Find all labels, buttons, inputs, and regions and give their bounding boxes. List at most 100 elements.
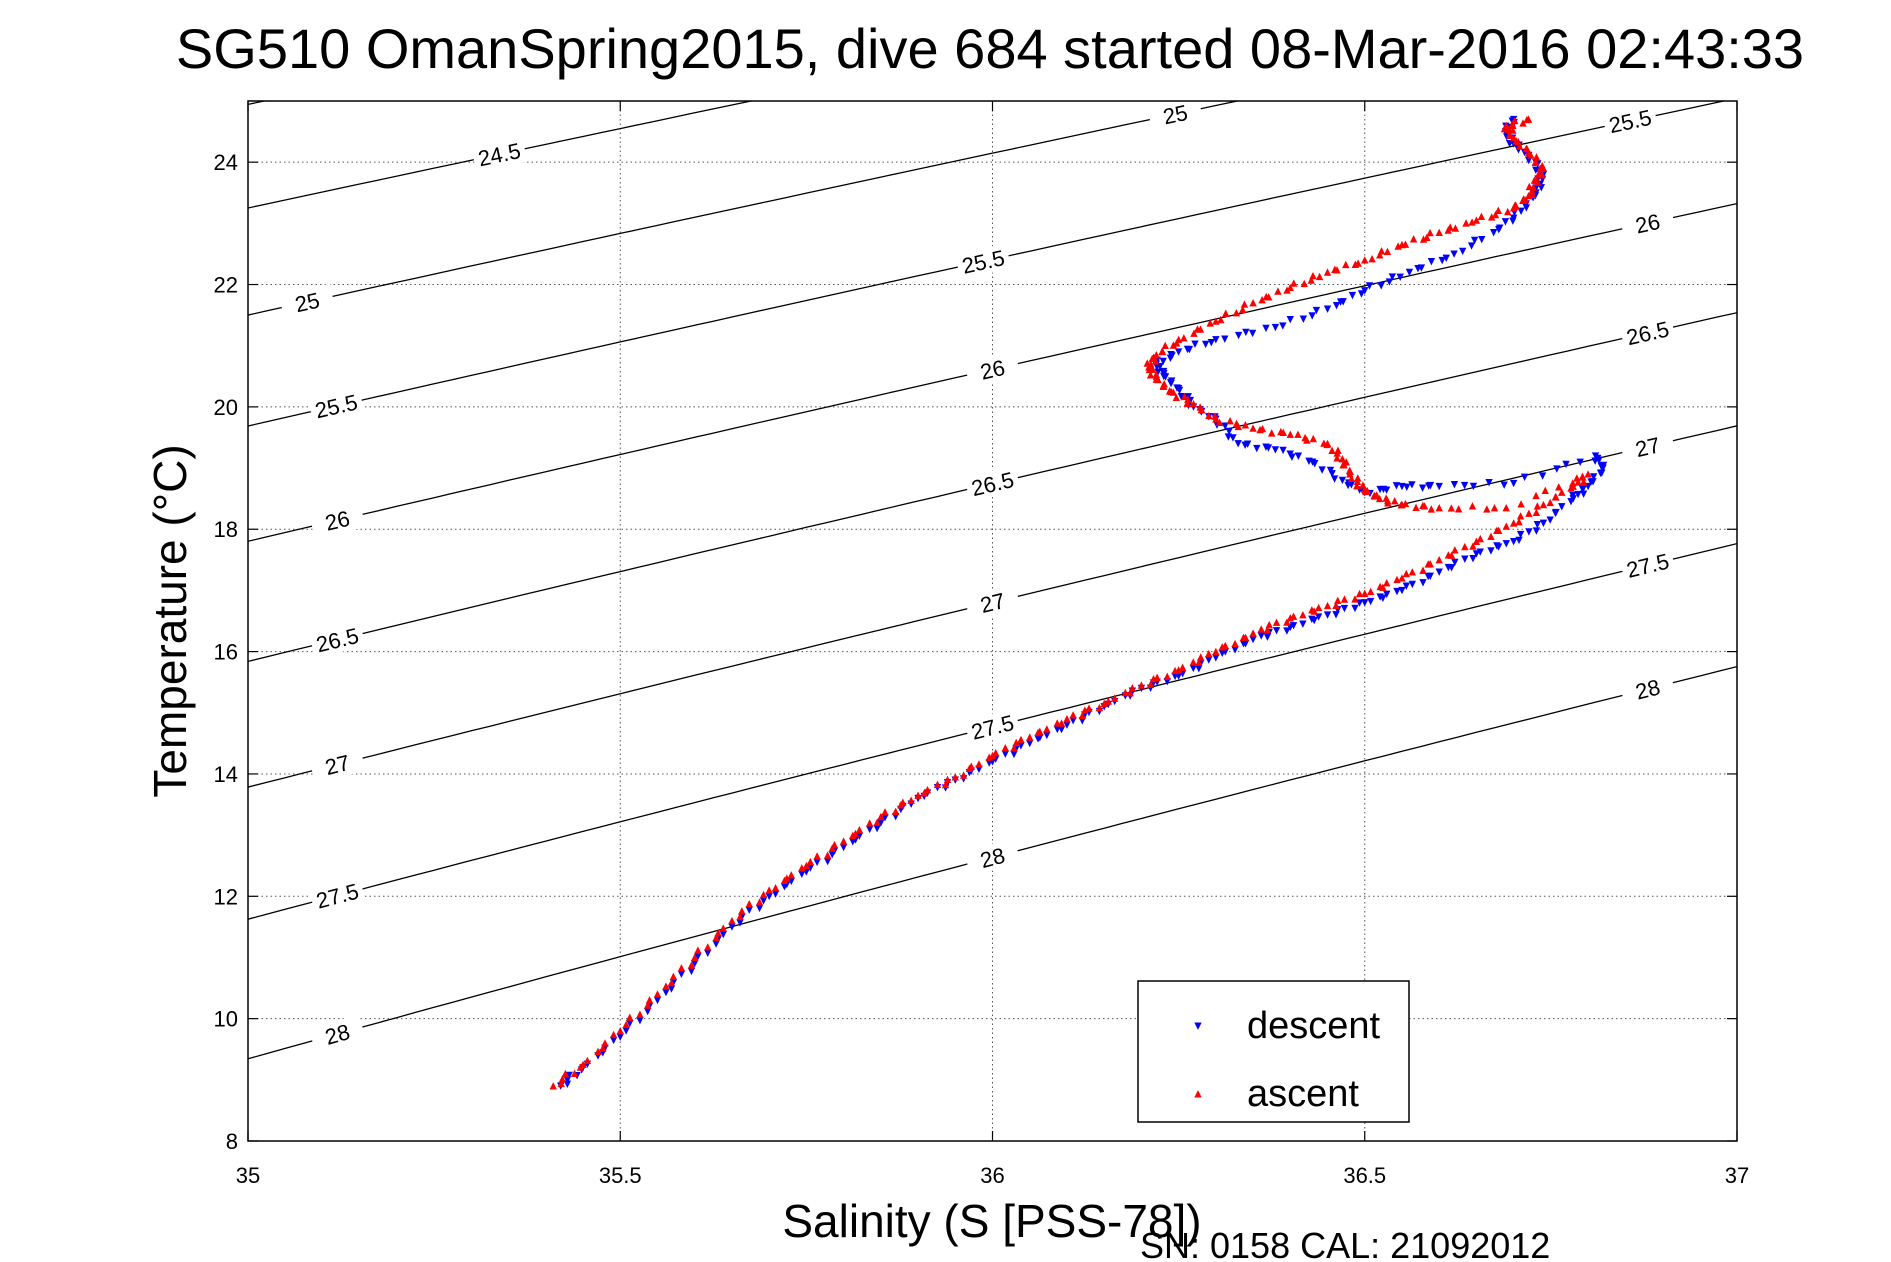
isopycnal-label-bg [308, 876, 366, 915]
ascent-point [1435, 503, 1443, 512]
ascent-point [1249, 629, 1257, 637]
ascent-point [1340, 595, 1349, 603]
isopycnal-label-bg [964, 838, 1021, 877]
ascent-point [1043, 725, 1051, 733]
ascent-point [1524, 115, 1533, 123]
ascent-point [1447, 504, 1456, 512]
ascent-point [1472, 216, 1481, 224]
ascent-point [1584, 470, 1592, 478]
descent-point [1515, 536, 1523, 545]
ascent-point [1531, 158, 1540, 166]
descent-point [1241, 441, 1249, 449]
descent-point [1598, 469, 1606, 477]
ascent-point [1408, 568, 1417, 576]
ascent-point [1328, 446, 1336, 454]
ascent-point [1398, 574, 1406, 582]
ascent-point [1232, 309, 1241, 317]
isopycnal-label-bg [1619, 546, 1676, 584]
ascent-point [1379, 583, 1387, 591]
ascent-point [1454, 505, 1463, 513]
ascent-point [1375, 494, 1384, 503]
isopycnal-label-bg [1619, 428, 1676, 466]
ascent-point [599, 1044, 607, 1052]
ascent-point [1555, 483, 1563, 491]
ascent-point [1494, 526, 1503, 535]
ascent-point [1504, 207, 1512, 216]
ascent-point [1226, 416, 1234, 425]
isopycnal-label-bg [309, 501, 366, 539]
ascent-point [561, 1069, 570, 1078]
descent-point [1438, 256, 1446, 265]
ascent-point [1196, 325, 1205, 333]
ascent-point [1525, 509, 1533, 517]
ascent-point [1222, 309, 1230, 317]
ascent-point [1435, 555, 1443, 564]
descent-point [1201, 340, 1210, 349]
ascent-point [609, 1030, 618, 1039]
ascent-point [865, 819, 874, 827]
descent-point [1234, 331, 1243, 340]
descent-point [1460, 481, 1469, 490]
descent-point [1392, 482, 1401, 490]
ascent-point [1517, 500, 1525, 508]
ascent-point [1530, 176, 1539, 184]
ascent-point [687, 961, 696, 969]
ascent-point [583, 1056, 592, 1065]
descent-point [1314, 613, 1323, 621]
y-axis-ticks: 8 10 12 14 16 18 20 22 24 [214, 150, 1737, 1154]
ascent-point [1163, 672, 1171, 680]
ascent-point [1085, 704, 1093, 712]
legend-ascent-marker [1194, 1090, 1202, 1098]
descent-point [1338, 476, 1347, 485]
ascent-point [1451, 546, 1459, 554]
ascent-point [1323, 601, 1332, 610]
ascent-point [1502, 121, 1510, 129]
descent-point [1308, 312, 1316, 320]
ascent-point [1468, 502, 1477, 510]
ascent-point [1334, 446, 1342, 454]
isopycnal-line [248, 101, 1241, 316]
descent-point [1494, 543, 1503, 551]
ascent-point [1525, 182, 1534, 191]
descent-point [1262, 324, 1270, 333]
descent-point [1221, 335, 1229, 343]
ascent-point [1189, 399, 1198, 408]
ascent-point [1469, 542, 1477, 550]
ascent-point [1017, 735, 1025, 744]
ascent-point [616, 1027, 624, 1035]
descent-point [1569, 491, 1577, 500]
ascent-point [1272, 618, 1281, 626]
descent-point [1160, 367, 1168, 376]
ascent-point [1333, 454, 1341, 462]
descent-point [1532, 527, 1541, 535]
ascent-point [1502, 522, 1510, 530]
ascent-point [1361, 589, 1369, 597]
descent-point [1442, 254, 1450, 262]
ascent-point [1376, 251, 1384, 259]
descent-point [1388, 273, 1397, 281]
ascent-point [712, 933, 720, 942]
descent-point [1339, 298, 1347, 306]
ascent-point [1494, 206, 1502, 214]
ascent-point [1256, 425, 1264, 434]
ascent-point [1104, 697, 1113, 705]
ascent-point [622, 1020, 630, 1029]
isopycnal-label-bg [964, 464, 1021, 503]
x-axis-label: Salinity (S [PSS-78]) [782, 1195, 1201, 1247]
ascent-point [1351, 595, 1359, 603]
ascent-point [787, 871, 795, 879]
ascent-point [1368, 254, 1376, 263]
ascent-point [1158, 347, 1166, 355]
descent-point [1496, 224, 1504, 232]
ascent-point [1205, 649, 1213, 658]
descent-point [1562, 460, 1570, 469]
ascent-point [704, 943, 712, 951]
descent-point [1558, 503, 1566, 511]
ascent-point [851, 829, 860, 838]
ascent-point [1309, 434, 1317, 443]
descent-point [1348, 291, 1357, 300]
ascent-point [1483, 505, 1491, 513]
ascent-point [1231, 639, 1239, 648]
ascent-point [643, 1001, 652, 1009]
